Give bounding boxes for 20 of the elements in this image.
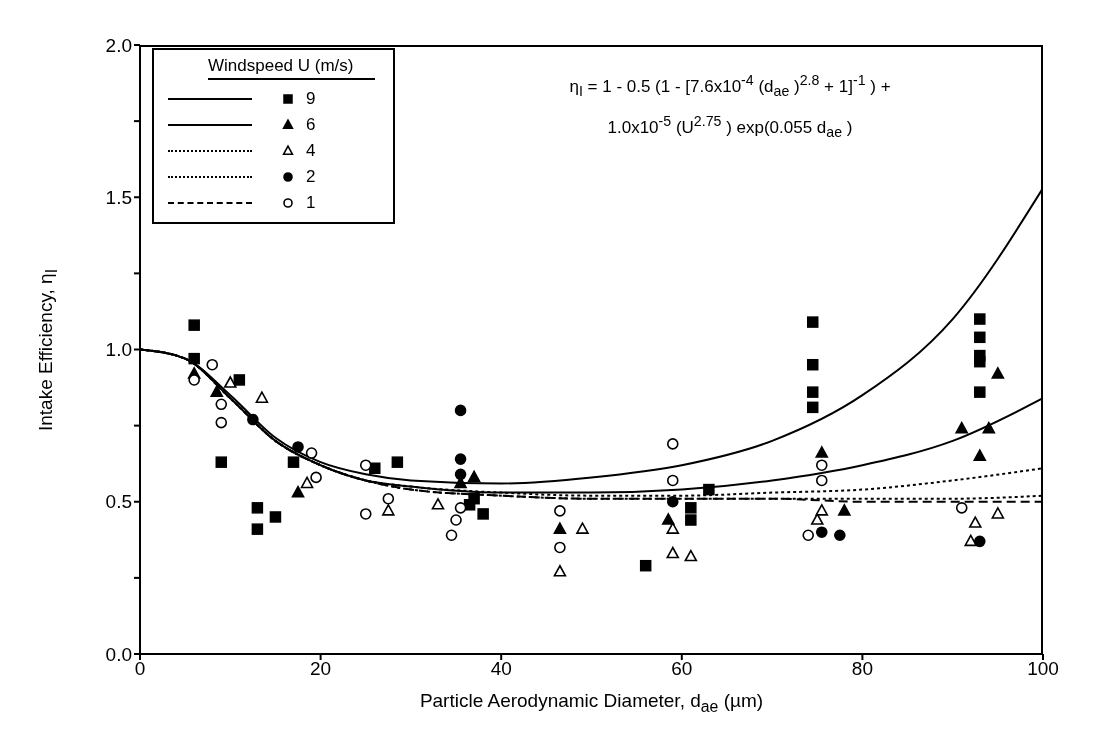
x-tick-label: 100 [1027, 658, 1059, 680]
y-tick-label: 1.5 [105, 186, 132, 208]
x-tick-label: 40 [490, 658, 512, 680]
x-tick-label: 80 [851, 658, 873, 680]
legend-label: 1 [306, 193, 316, 213]
legend-label: 4 [306, 141, 316, 161]
legend-label: 6 [306, 115, 316, 135]
text: η$_{I}$ = 1 - 0.5 (1 - [7.6x10$^{-4}$ (d$_{ae}$ )$^{2.8}$ + 1]$^{-1}$ ) + [569, 72, 891, 100]
x-tick-label: 60 [671, 658, 693, 680]
y-tick-label: 1.0 [105, 339, 132, 361]
x-axis-title: Particle Aerodynamic Diameter, d$_{ae}$ (µm) [418, 690, 765, 716]
x-tick-label: 20 [310, 658, 332, 680]
y-tick-label: 2.0 [105, 34, 132, 56]
y-tick-label: 0.5 [105, 491, 132, 513]
x-tick-label: 0 [134, 658, 146, 680]
legend-title: Windspeed U (m/s) [208, 56, 376, 80]
legend-label: 9 [306, 89, 316, 109]
legend-label: 2 [306, 167, 316, 187]
annotation: 1.0x10$^{-5}$ (U$^{2.75}$ ) exp(0.055 d$_{ae}$ ) [606, 112, 854, 143]
y-tick-label: 0.0 [105, 643, 132, 665]
